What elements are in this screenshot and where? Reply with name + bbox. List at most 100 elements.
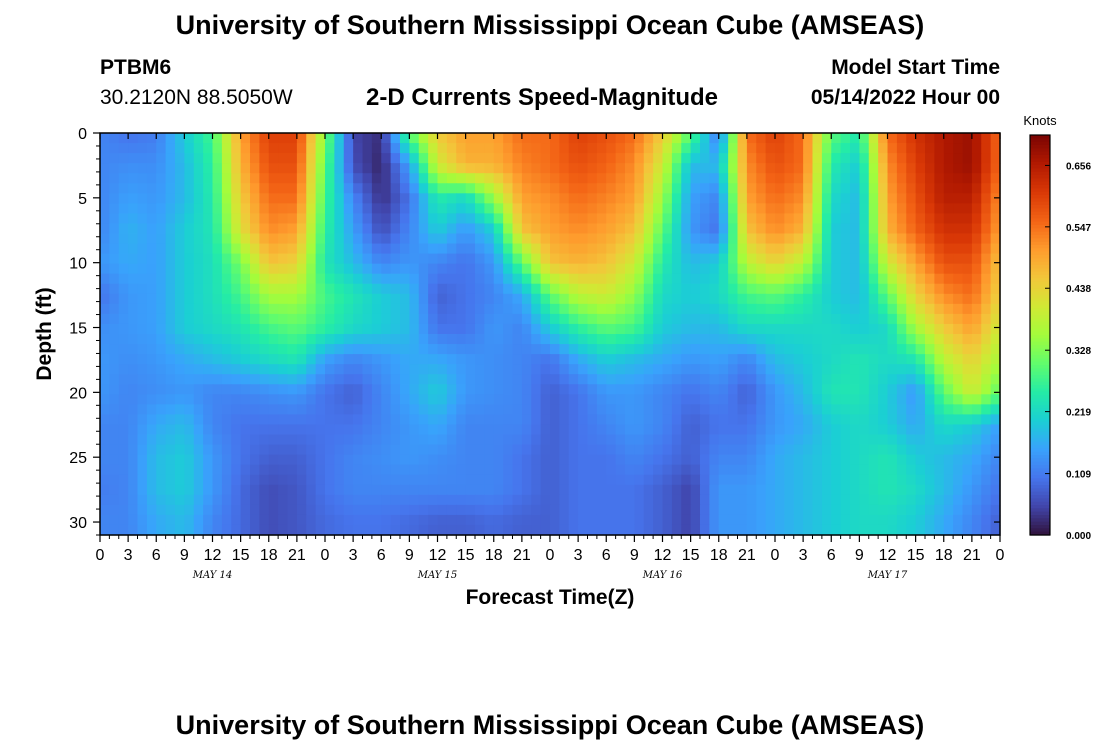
heatmap-cell (943, 133, 954, 144)
heatmap-cell (943, 223, 954, 235)
heatmap-cell (390, 454, 401, 466)
heatmap-cell (156, 243, 167, 255)
heatmap-cell (137, 223, 148, 235)
heatmap-cell (559, 143, 570, 154)
heatmap-cell (446, 243, 457, 255)
heatmap-cell (793, 524, 804, 536)
heatmap-cell (925, 514, 935, 526)
heatmap-cell (334, 474, 345, 486)
heatmap-cell (943, 464, 954, 476)
heatmap-cell (287, 203, 298, 214)
heatmap-cell (840, 424, 851, 436)
heatmap-cell (521, 394, 532, 405)
colorbar-swatch (1030, 141, 1050, 146)
heatmap-cell (625, 283, 635, 295)
heatmap-cell (315, 263, 326, 275)
heatmap-cell (765, 303, 776, 315)
heatmap-cell (906, 434, 917, 446)
heatmap-cell (278, 464, 289, 476)
heatmap-cell (615, 514, 626, 526)
heatmap-cell (184, 193, 195, 204)
heatmap-cell (465, 484, 476, 496)
heatmap-cell (578, 213, 589, 225)
heatmap-cell (990, 203, 1001, 214)
heatmap-cell (568, 143, 579, 154)
heatmap-cell (821, 454, 832, 466)
heatmap-cell (990, 243, 1001, 255)
heatmap-cell (803, 484, 814, 496)
heatmap-cell (981, 354, 992, 365)
heatmap-cell (765, 213, 776, 225)
heatmap-cell (400, 283, 410, 295)
heatmap-cell (878, 133, 889, 144)
heatmap-cell (887, 243, 898, 255)
heatmap-cell (540, 364, 551, 375)
heatmap-cell (512, 454, 523, 466)
heatmap-cell (756, 313, 767, 325)
heatmap-cell (371, 243, 382, 255)
heatmap-cell (109, 293, 120, 305)
heatmap-cell (100, 193, 110, 204)
heatmap-cell (831, 344, 842, 355)
heatmap-cell (156, 283, 167, 295)
heatmap-cell (493, 404, 504, 415)
heatmap-cell (193, 273, 204, 285)
heatmap-cell (390, 283, 401, 295)
heatmap-cell (531, 444, 542, 456)
heatmap-cell (343, 474, 354, 486)
heatmap-cell (221, 263, 232, 275)
heatmap-cell (193, 243, 204, 255)
heatmap-cell (540, 454, 551, 466)
x-tick-label: 3 (349, 547, 358, 564)
heatmap-cell (850, 323, 860, 335)
heatmap-cell (343, 354, 354, 365)
heatmap-cell (540, 293, 551, 305)
heatmap-cell (812, 344, 823, 355)
heatmap-cell (990, 153, 1001, 164)
heatmap-cell (990, 233, 1001, 245)
heatmap-cell (831, 384, 842, 395)
heatmap-cell (840, 364, 851, 375)
heatmap-cell (953, 434, 964, 446)
heatmap-cell (315, 143, 326, 154)
heatmap-cell (868, 163, 879, 174)
heatmap-cell (587, 364, 598, 375)
heatmap-cell (118, 253, 129, 265)
heatmap-cell (343, 434, 354, 446)
colorbar-swatch (1030, 468, 1050, 473)
heatmap-cell (746, 143, 757, 154)
colorbar-swatch (1030, 248, 1050, 253)
heatmap-cell (709, 203, 720, 214)
heatmap-cell (981, 444, 992, 456)
heatmap-cell (943, 524, 954, 536)
heatmap-cell (371, 424, 382, 436)
heatmap-cell (981, 243, 992, 255)
heatmap-cell (915, 524, 926, 536)
heatmap-cell (718, 514, 729, 526)
heatmap-cell (775, 444, 785, 456)
heatmap-cell (418, 444, 429, 456)
heatmap-cell (287, 444, 298, 456)
heatmap-cell (128, 233, 139, 245)
heatmap-cell (165, 273, 176, 285)
heatmap-cell (821, 334, 832, 345)
heatmap-cell (371, 504, 382, 516)
heatmap-cell (775, 504, 785, 516)
heatmap-cell (925, 213, 935, 225)
heatmap-cell (615, 364, 626, 375)
heatmap-cell (531, 364, 542, 375)
heatmap-cell (690, 313, 701, 325)
heatmap-cell (250, 444, 260, 456)
heatmap-cell (353, 183, 364, 194)
heatmap-cell (643, 474, 654, 486)
heatmap-cell (531, 203, 542, 214)
heatmap-cell (109, 384, 120, 395)
heatmap-cell (325, 283, 335, 295)
heatmap-cell (840, 213, 851, 225)
heatmap-cell (353, 273, 364, 285)
y-tick-label: 10 (69, 256, 87, 273)
heatmap-cell (418, 384, 429, 395)
heatmap-cell (596, 514, 607, 526)
heatmap-cell (700, 263, 710, 275)
heatmap-cell (737, 454, 748, 466)
